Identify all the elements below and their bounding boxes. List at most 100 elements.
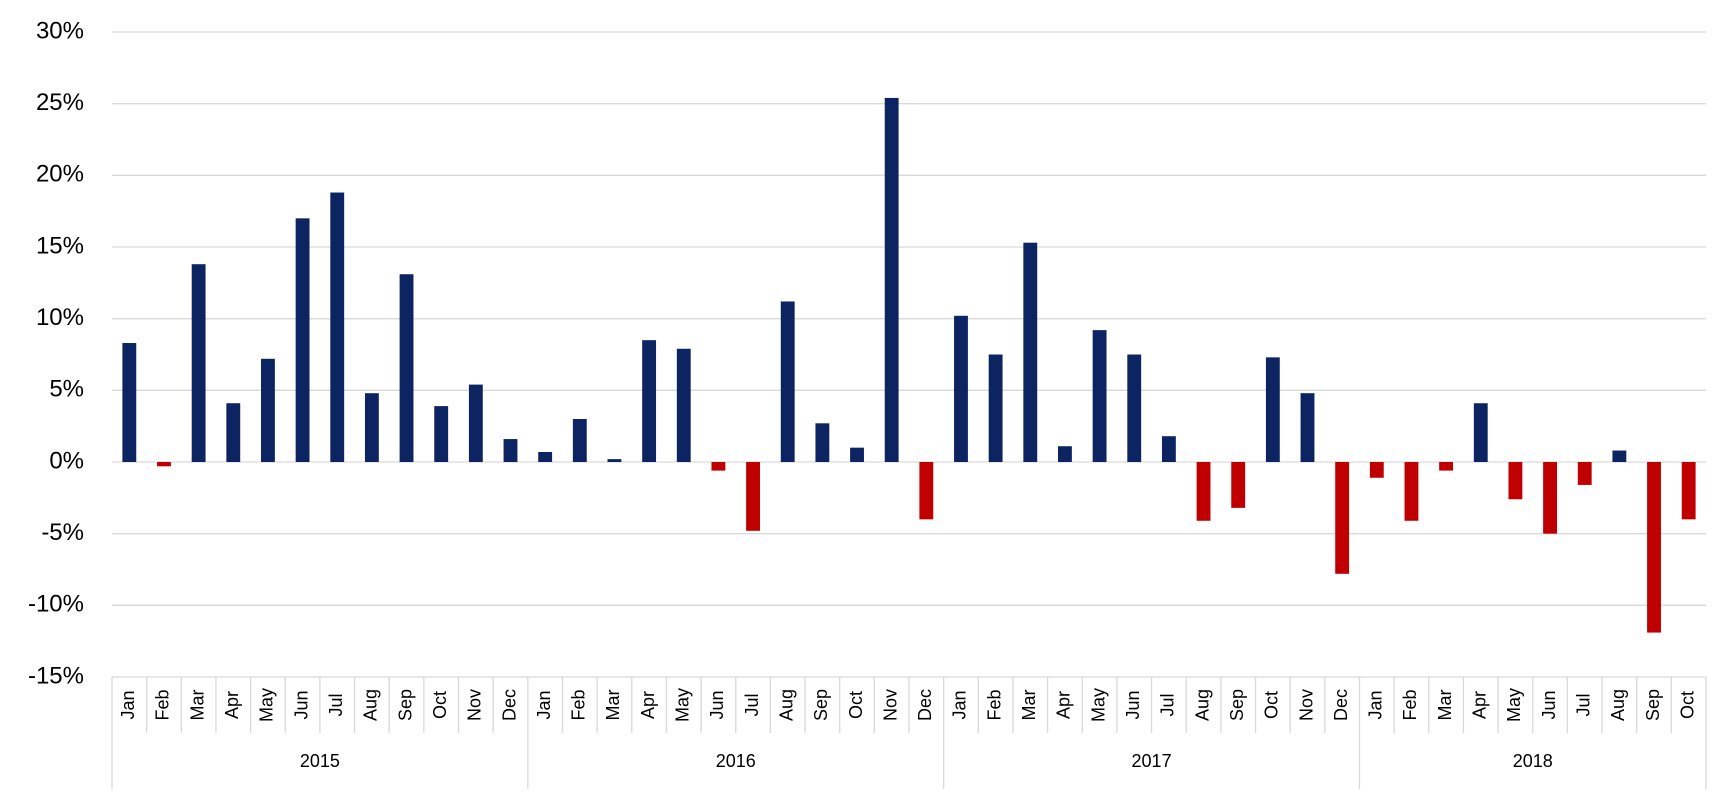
group-label: 2015 <box>300 751 340 771</box>
y-tick-label: -5% <box>41 519 84 546</box>
bar <box>503 439 518 462</box>
bar <box>850 447 864 462</box>
x-tick-label: Dec <box>1331 689 1351 721</box>
bar <box>1058 446 1072 462</box>
x-tick-label: Jun <box>1123 690 1143 719</box>
bar <box>538 451 553 462</box>
bar <box>746 462 760 531</box>
bar <box>468 384 483 462</box>
bar <box>399 274 414 462</box>
x-tick-label: Aug <box>776 689 796 721</box>
x-tick-label: Feb <box>984 689 1004 720</box>
x-tick-label: Mar <box>603 689 623 720</box>
bar <box>1369 462 1384 478</box>
bar <box>815 423 830 462</box>
bar <box>1092 330 1107 462</box>
x-tick-label: Aug <box>1608 689 1628 721</box>
x-tick-label: Jan <box>1366 690 1386 719</box>
y-tick-label: 10% <box>36 304 84 331</box>
bar <box>1300 393 1315 462</box>
x-tick-label: Oct <box>430 691 450 719</box>
bar <box>122 343 137 462</box>
y-tick-label: 0% <box>49 447 84 474</box>
x-tick-label: Nov <box>465 689 485 721</box>
bar <box>572 419 587 462</box>
x-tick-label: Nov <box>880 689 900 721</box>
bar <box>919 462 934 520</box>
group-label: 2018 <box>1513 751 1553 771</box>
x-tick-label: Dec <box>499 689 519 721</box>
x-tick-label: Jun <box>707 690 727 719</box>
x-tick-label: Jan <box>118 690 138 719</box>
x-tick-label: Apr <box>638 691 658 719</box>
bar <box>1439 462 1454 471</box>
bar <box>780 301 795 462</box>
bar <box>1023 242 1038 462</box>
bar <box>191 264 206 462</box>
x-tick-label: Sep <box>1643 689 1663 721</box>
x-tick-label: Jun <box>1539 690 1559 719</box>
x-tick-label: Jan <box>534 690 554 719</box>
y-tick-label: -10% <box>28 591 84 618</box>
bar <box>1196 462 1211 521</box>
bar <box>1647 462 1661 633</box>
y-tick-label: 25% <box>36 89 84 116</box>
group-label: 2017 <box>1132 751 1172 771</box>
group-label: 2016 <box>716 751 756 771</box>
y-tick-label: 5% <box>49 376 84 403</box>
x-tick-label: Mar <box>187 689 207 720</box>
bar <box>1577 462 1592 485</box>
bar <box>1265 357 1280 462</box>
x-tick-label: Jun <box>291 690 311 719</box>
x-tick-label: Oct <box>846 691 866 719</box>
bar <box>434 406 449 462</box>
y-tick-label: -15% <box>28 662 84 689</box>
bar <box>954 315 968 462</box>
bar <box>676 348 691 462</box>
bar <box>884 97 899 462</box>
bar <box>1335 462 1350 574</box>
bar <box>607 459 622 462</box>
x-tick-label: Feb <box>153 689 173 720</box>
bar <box>226 403 241 462</box>
bar <box>1681 462 1696 520</box>
x-tick-label: Oct <box>1262 691 1282 719</box>
x-tick-label: Oct <box>1677 691 1697 719</box>
y-tick-label: 30% <box>36 17 84 44</box>
x-tick-label: Sep <box>1227 689 1247 721</box>
x-tick-label: Dec <box>915 689 935 721</box>
bar <box>1508 462 1523 500</box>
bar <box>364 393 379 462</box>
bar <box>157 462 171 467</box>
x-tick-label: Feb <box>569 689 589 720</box>
x-tick-label: May <box>257 688 277 722</box>
bar <box>295 218 310 462</box>
x-tick-label: Jul <box>1573 693 1593 716</box>
x-tick-label: Apr <box>222 691 242 719</box>
bar <box>642 340 657 462</box>
x-tick-label: May <box>1504 688 1524 722</box>
bar <box>330 192 345 463</box>
x-tick-label: Mar <box>1435 689 1455 720</box>
bar <box>261 358 275 462</box>
x-tick-label: Aug <box>1192 689 1212 721</box>
bar <box>1543 462 1557 534</box>
bar <box>1404 462 1419 521</box>
x-tick-label: Sep <box>811 689 831 721</box>
bar <box>988 354 1003 462</box>
x-tick-label: Mar <box>1019 689 1039 720</box>
x-tick-label: Jul <box>742 693 762 716</box>
y-tick-label: 20% <box>36 161 84 188</box>
x-tick-label: Aug <box>361 689 381 721</box>
x-tick-label: May <box>1088 688 1108 722</box>
x-tick-label: May <box>673 688 693 722</box>
x-tick-label: Sep <box>395 689 415 721</box>
x-tick-label: Apr <box>1470 691 1490 719</box>
bar <box>1473 403 1488 462</box>
x-tick-label: Jan <box>950 690 970 719</box>
x-tick-label: Apr <box>1054 691 1074 719</box>
x-tick-label: Nov <box>1296 689 1316 721</box>
bar <box>711 462 726 471</box>
bar <box>1612 450 1627 462</box>
